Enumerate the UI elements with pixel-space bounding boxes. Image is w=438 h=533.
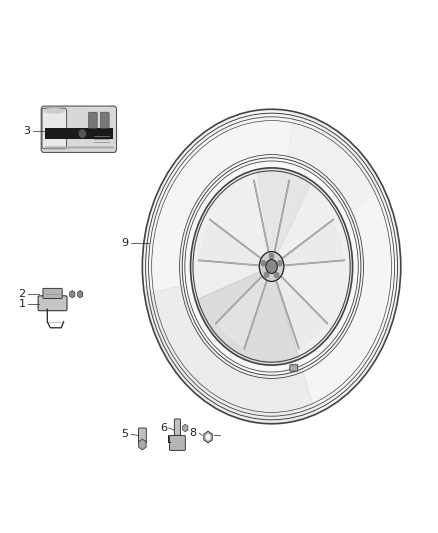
FancyBboxPatch shape	[42, 108, 67, 149]
FancyBboxPatch shape	[45, 128, 113, 139]
Polygon shape	[201, 221, 263, 265]
Circle shape	[182, 158, 361, 375]
Circle shape	[259, 252, 284, 281]
Polygon shape	[217, 274, 268, 347]
FancyBboxPatch shape	[290, 365, 298, 371]
Text: 6: 6	[160, 423, 167, 433]
Circle shape	[79, 130, 85, 138]
FancyBboxPatch shape	[100, 112, 109, 128]
Polygon shape	[254, 180, 289, 255]
FancyBboxPatch shape	[138, 428, 146, 443]
Text: 1: 1	[18, 299, 25, 309]
Circle shape	[206, 435, 210, 439]
FancyBboxPatch shape	[174, 419, 180, 440]
Circle shape	[275, 272, 279, 278]
FancyBboxPatch shape	[170, 435, 185, 450]
Wedge shape	[258, 168, 312, 266]
Text: 9: 9	[121, 238, 128, 247]
Circle shape	[191, 168, 353, 365]
Circle shape	[266, 260, 277, 273]
Polygon shape	[275, 274, 326, 347]
Ellipse shape	[44, 109, 64, 113]
FancyBboxPatch shape	[88, 112, 97, 128]
FancyBboxPatch shape	[41, 106, 117, 152]
Circle shape	[269, 253, 274, 259]
Text: 3: 3	[23, 126, 30, 136]
Wedge shape	[144, 284, 316, 424]
Text: 8: 8	[189, 429, 196, 438]
Circle shape	[261, 261, 265, 266]
Circle shape	[142, 109, 401, 424]
Circle shape	[264, 272, 268, 278]
Polygon shape	[280, 221, 343, 265]
FancyBboxPatch shape	[43, 288, 62, 298]
Text: 2: 2	[18, 289, 25, 299]
Text: 5: 5	[121, 430, 128, 439]
Wedge shape	[195, 266, 299, 365]
Circle shape	[278, 261, 282, 266]
FancyBboxPatch shape	[38, 296, 67, 311]
